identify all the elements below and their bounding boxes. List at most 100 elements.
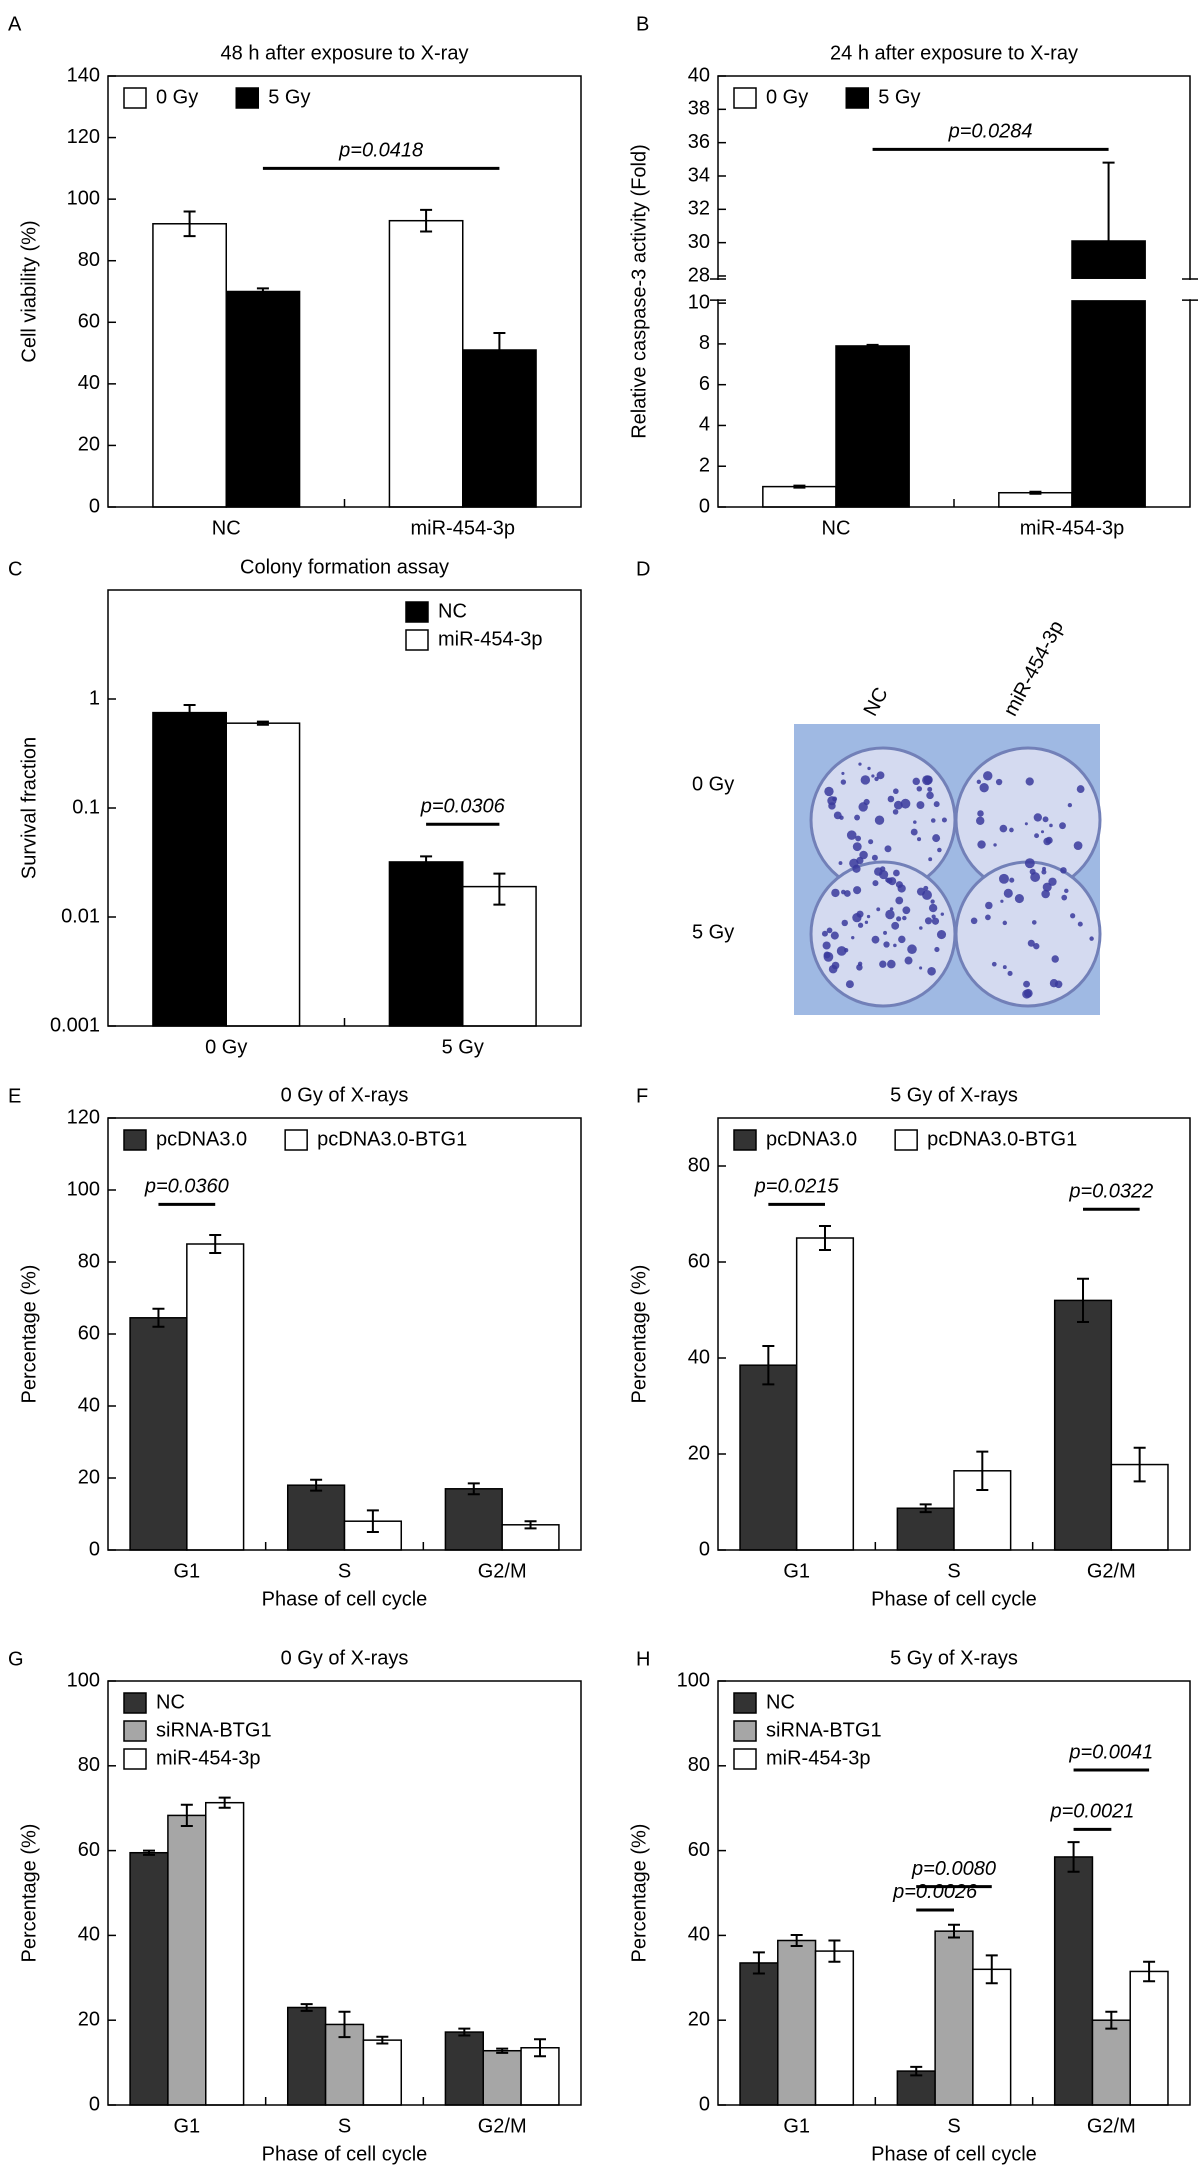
error-bar	[366, 1509, 379, 1533]
colony	[1048, 877, 1057, 886]
colony	[998, 873, 1009, 884]
y-tick-label: 0.1	[72, 796, 100, 818]
colony	[895, 896, 904, 905]
x-axis-label: Phase of cell cycle	[871, 2143, 1037, 2165]
colony	[853, 886, 862, 895]
plot-frame	[107, 1680, 582, 2106]
colony	[933, 801, 940, 808]
colony	[891, 921, 900, 930]
colony	[1042, 882, 1052, 892]
colony	[822, 941, 831, 950]
y-tick-label: 40	[688, 64, 710, 86]
y-tick-label: 6	[699, 373, 710, 395]
colony	[876, 771, 885, 780]
colony	[897, 884, 906, 893]
colony	[883, 930, 888, 935]
colony	[979, 783, 989, 793]
bar	[462, 349, 537, 508]
y-axis-label: Cell viability (%)	[18, 220, 40, 362]
y-tick-label: 80	[78, 1250, 100, 1272]
y-tick-label: 120	[67, 1106, 100, 1128]
bar	[286, 1484, 346, 1551]
y-tick-label: 20	[78, 2008, 100, 2030]
colony	[845, 980, 854, 989]
colony	[1000, 899, 1004, 903]
y-tick-label: 100	[67, 1178, 100, 1200]
colony	[928, 903, 938, 913]
legend-swatch	[123, 1129, 147, 1151]
colony	[893, 943, 897, 948]
y-tick-label: 80	[688, 1754, 710, 1776]
colony	[993, 843, 997, 847]
bar	[814, 1950, 855, 2106]
bar	[795, 1237, 855, 1551]
chart-title: 24 h after exposure to X-ray	[830, 42, 1078, 64]
colony	[976, 816, 985, 825]
chart-panel: 0 20 40 60 80 100 G1 S G2/M G 0 Gy of X-rays Percen…	[8, 1647, 582, 2165]
significance-label: p=0.0418	[338, 140, 423, 162]
colony	[1027, 939, 1035, 947]
colony	[910, 828, 918, 836]
colony	[828, 964, 838, 974]
colony	[893, 788, 899, 795]
colony	[930, 899, 935, 904]
error-bar	[152, 1307, 165, 1328]
chart-panel: 0 20 40 60 80 100 120 G1 S G2/M E 0 Gy of X-rays Per…	[8, 1084, 582, 1610]
significance-label: p=0.0322	[1068, 1180, 1153, 1202]
colony	[1022, 989, 1032, 999]
bar	[1129, 1970, 1169, 2106]
bar	[896, 2070, 936, 2106]
bar	[972, 1968, 1012, 2106]
y-tick-label: 20	[78, 434, 100, 456]
colony	[931, 917, 940, 925]
y-axis-label: Percentage (%)	[628, 1824, 650, 1963]
colony	[1049, 823, 1053, 828]
colony	[1041, 889, 1050, 899]
colony	[844, 948, 849, 953]
chart-panel: 0 2 4 6 8 10 28 30 32 34 36 38 40 NC miR-454-3p B 24 h a…	[628, 13, 1198, 539]
y-tick-label: 120	[67, 126, 100, 148]
bar	[129, 1851, 169, 2106]
significance-label: p=0.0041	[1068, 1741, 1153, 1763]
legend-swatch	[733, 1748, 757, 1770]
colony	[1060, 867, 1067, 874]
colony	[1031, 920, 1037, 925]
colony	[985, 901, 993, 910]
bar	[286, 2006, 327, 2106]
y-tick-label: 100	[677, 1669, 710, 1691]
legend-swatch	[405, 601, 429, 623]
y-axis-label: Percentage (%)	[18, 1824, 40, 1963]
error-bar	[467, 1482, 480, 1496]
error-bar	[752, 1951, 765, 1975]
bar	[225, 722, 301, 1027]
colony	[884, 845, 892, 853]
legend-swatch	[733, 87, 757, 109]
y-tick-label: 40	[688, 1346, 710, 1368]
bar	[388, 219, 464, 508]
bar	[777, 1939, 817, 2106]
colony	[916, 786, 923, 792]
bar	[835, 345, 910, 508]
colony	[1024, 858, 1035, 869]
significance-label: p=0.0360	[144, 1176, 229, 1198]
axis-break-gap	[1187, 279, 1193, 300]
error-bar	[300, 2003, 313, 2012]
legend-label: NC	[766, 1691, 795, 1713]
bar	[152, 223, 227, 508]
legend-swatch	[123, 1692, 147, 1714]
colony	[991, 961, 997, 967]
x-tick-label: G1	[173, 2115, 200, 2137]
row-label: 5 Gy	[692, 921, 734, 943]
error-bar	[1067, 1841, 1080, 1873]
error-bar	[310, 1478, 323, 1492]
y-tick-label: 60	[78, 311, 100, 333]
bar	[998, 491, 1073, 508]
colony	[1076, 785, 1085, 793]
y-tick-label: 60	[688, 1839, 710, 1861]
colony	[1033, 813, 1042, 822]
y-tick-label: 100	[67, 187, 100, 209]
bar	[205, 1801, 245, 2106]
error-bar	[1029, 490, 1042, 495]
significance-label: p=0.0215	[754, 1176, 840, 1198]
colony	[977, 810, 984, 817]
